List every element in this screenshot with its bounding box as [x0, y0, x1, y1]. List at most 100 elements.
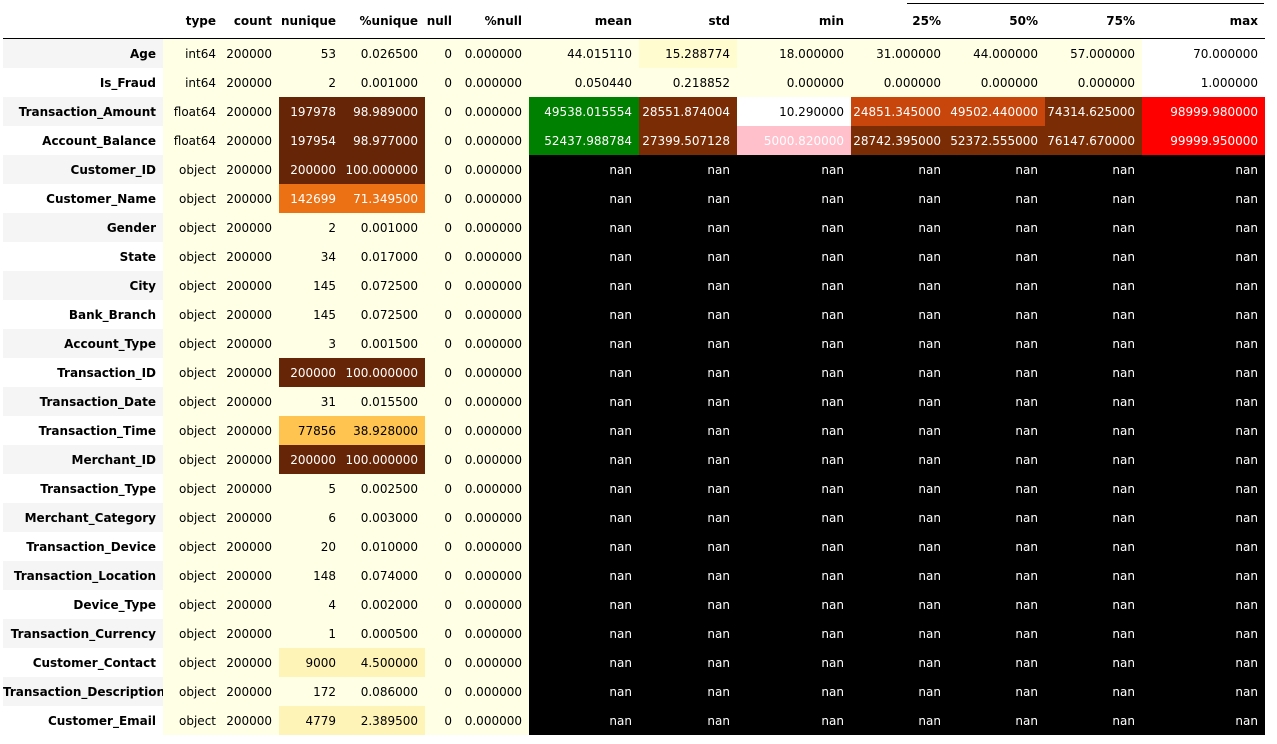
- row-label: Transaction_Amount: [3, 97, 163, 126]
- table-cell: 0.072500: [343, 300, 425, 329]
- table-cell: 76147.670000: [1045, 126, 1142, 155]
- table-cell: 52372.555000: [948, 126, 1045, 155]
- table-cell: 0: [425, 445, 459, 474]
- table-cell: 4: [279, 590, 343, 619]
- table-cell: 197978: [279, 97, 343, 126]
- row-label: Customer_Email: [3, 706, 163, 735]
- table-cell: nan: [737, 416, 851, 445]
- table-row: Transaction_Date object 200000 31 0.015500 0 0…: [3, 387, 1265, 416]
- table-cell: nan: [529, 213, 639, 242]
- table-cell: 0: [425, 503, 459, 532]
- table-cell: nan: [737, 677, 851, 706]
- table-cell: nan: [639, 242, 737, 271]
- table-cell: 197954: [279, 126, 343, 155]
- table-row: Transaction_Time object 200000 77856 38.9280…: [3, 416, 1265, 445]
- table-cell: nan: [948, 416, 1045, 445]
- table-cell: 0.000000: [1045, 68, 1142, 97]
- table-cell: 200000: [223, 126, 279, 155]
- table-cell: nan: [1045, 271, 1142, 300]
- table-cell: nan: [1045, 503, 1142, 532]
- table-cell: object: [163, 503, 223, 532]
- column-header: nunique: [279, 4, 343, 39]
- table-cell: object: [163, 677, 223, 706]
- table-cell: 15.288774: [639, 38, 737, 68]
- table-cell: nan: [851, 329, 948, 358]
- table-cell: nan: [948, 561, 1045, 590]
- table-cell: nan: [737, 358, 851, 387]
- header-top-rule: [907, 3, 1264, 4]
- table-cell: 0.000000: [459, 242, 529, 271]
- table-cell: nan: [529, 561, 639, 590]
- table-cell: nan: [639, 677, 737, 706]
- row-label: State: [3, 242, 163, 271]
- table-cell: object: [163, 329, 223, 358]
- table-cell: object: [163, 648, 223, 677]
- table-cell: 5000.820000: [737, 126, 851, 155]
- table-cell: nan: [737, 561, 851, 590]
- table-cell: nan: [639, 590, 737, 619]
- table-cell: nan: [851, 155, 948, 184]
- table-cell: 49538.015554: [529, 97, 639, 126]
- table-cell: nan: [1142, 387, 1265, 416]
- table-cell: int64: [163, 68, 223, 97]
- table-cell: 200000: [223, 213, 279, 242]
- table-cell: 2.389500: [343, 706, 425, 735]
- table-cell: nan: [639, 213, 737, 242]
- table-cell: 18.000000: [737, 38, 851, 68]
- table-cell: nan: [948, 358, 1045, 387]
- table-cell: 0.000000: [459, 358, 529, 387]
- table-cell: 98.977000: [343, 126, 425, 155]
- table-cell: 74314.625000: [1045, 97, 1142, 126]
- table-cell: 4.500000: [343, 648, 425, 677]
- table-cell: nan: [851, 561, 948, 590]
- table-cell: nan: [639, 184, 737, 213]
- table-cell: 0: [425, 561, 459, 590]
- table-cell: nan: [948, 387, 1045, 416]
- stats-table-container: type count nunique %unique null %null mean std m…: [3, 4, 1265, 735]
- column-header: type: [163, 4, 223, 39]
- table-cell: nan: [1045, 213, 1142, 242]
- table-cell: 4779: [279, 706, 343, 735]
- table-cell: nan: [851, 416, 948, 445]
- table-cell: object: [163, 619, 223, 648]
- table-cell: nan: [737, 387, 851, 416]
- table-cell: 0.000000: [459, 184, 529, 213]
- table-cell: 0.000000: [459, 329, 529, 358]
- table-cell: nan: [851, 271, 948, 300]
- table-cell: nan: [1142, 532, 1265, 561]
- table-cell: 0.000000: [459, 300, 529, 329]
- table-cell: 0.000000: [459, 677, 529, 706]
- table-cell: nan: [1045, 445, 1142, 474]
- table-cell: 77856: [279, 416, 343, 445]
- table-cell: nan: [851, 213, 948, 242]
- table-cell: 0: [425, 97, 459, 126]
- table-cell: nan: [1142, 329, 1265, 358]
- table-cell: 0.003000: [343, 503, 425, 532]
- table-cell: nan: [1142, 155, 1265, 184]
- index-header-cell: [3, 4, 163, 39]
- table-cell: nan: [529, 706, 639, 735]
- table-row: Bank_Branch object 200000 145 0.072500 0 0.000…: [3, 300, 1265, 329]
- table-cell: nan: [1142, 590, 1265, 619]
- table-cell: nan: [1045, 300, 1142, 329]
- table-cell: 200000: [223, 532, 279, 561]
- table-cell: 0: [425, 474, 459, 503]
- table-cell: 200000: [223, 648, 279, 677]
- table-cell: 0.072500: [343, 271, 425, 300]
- table-cell: nan: [1142, 561, 1265, 590]
- table-cell: nan: [1045, 358, 1142, 387]
- table-cell: 200000: [223, 242, 279, 271]
- table-cell: 200000: [279, 358, 343, 387]
- table-cell: 0: [425, 38, 459, 68]
- table-cell: nan: [737, 474, 851, 503]
- table-cell: 3: [279, 329, 343, 358]
- table-cell: nan: [529, 300, 639, 329]
- table-cell: nan: [529, 532, 639, 561]
- table-row: Account_Balance float64 200000 197954 98.977…: [3, 126, 1265, 155]
- column-header: 25%: [851, 4, 948, 39]
- table-cell: 44.015110: [529, 38, 639, 68]
- table-cell: 0: [425, 648, 459, 677]
- table-cell: 0.050440: [529, 68, 639, 97]
- table-cell: nan: [639, 561, 737, 590]
- column-header: null: [425, 4, 459, 39]
